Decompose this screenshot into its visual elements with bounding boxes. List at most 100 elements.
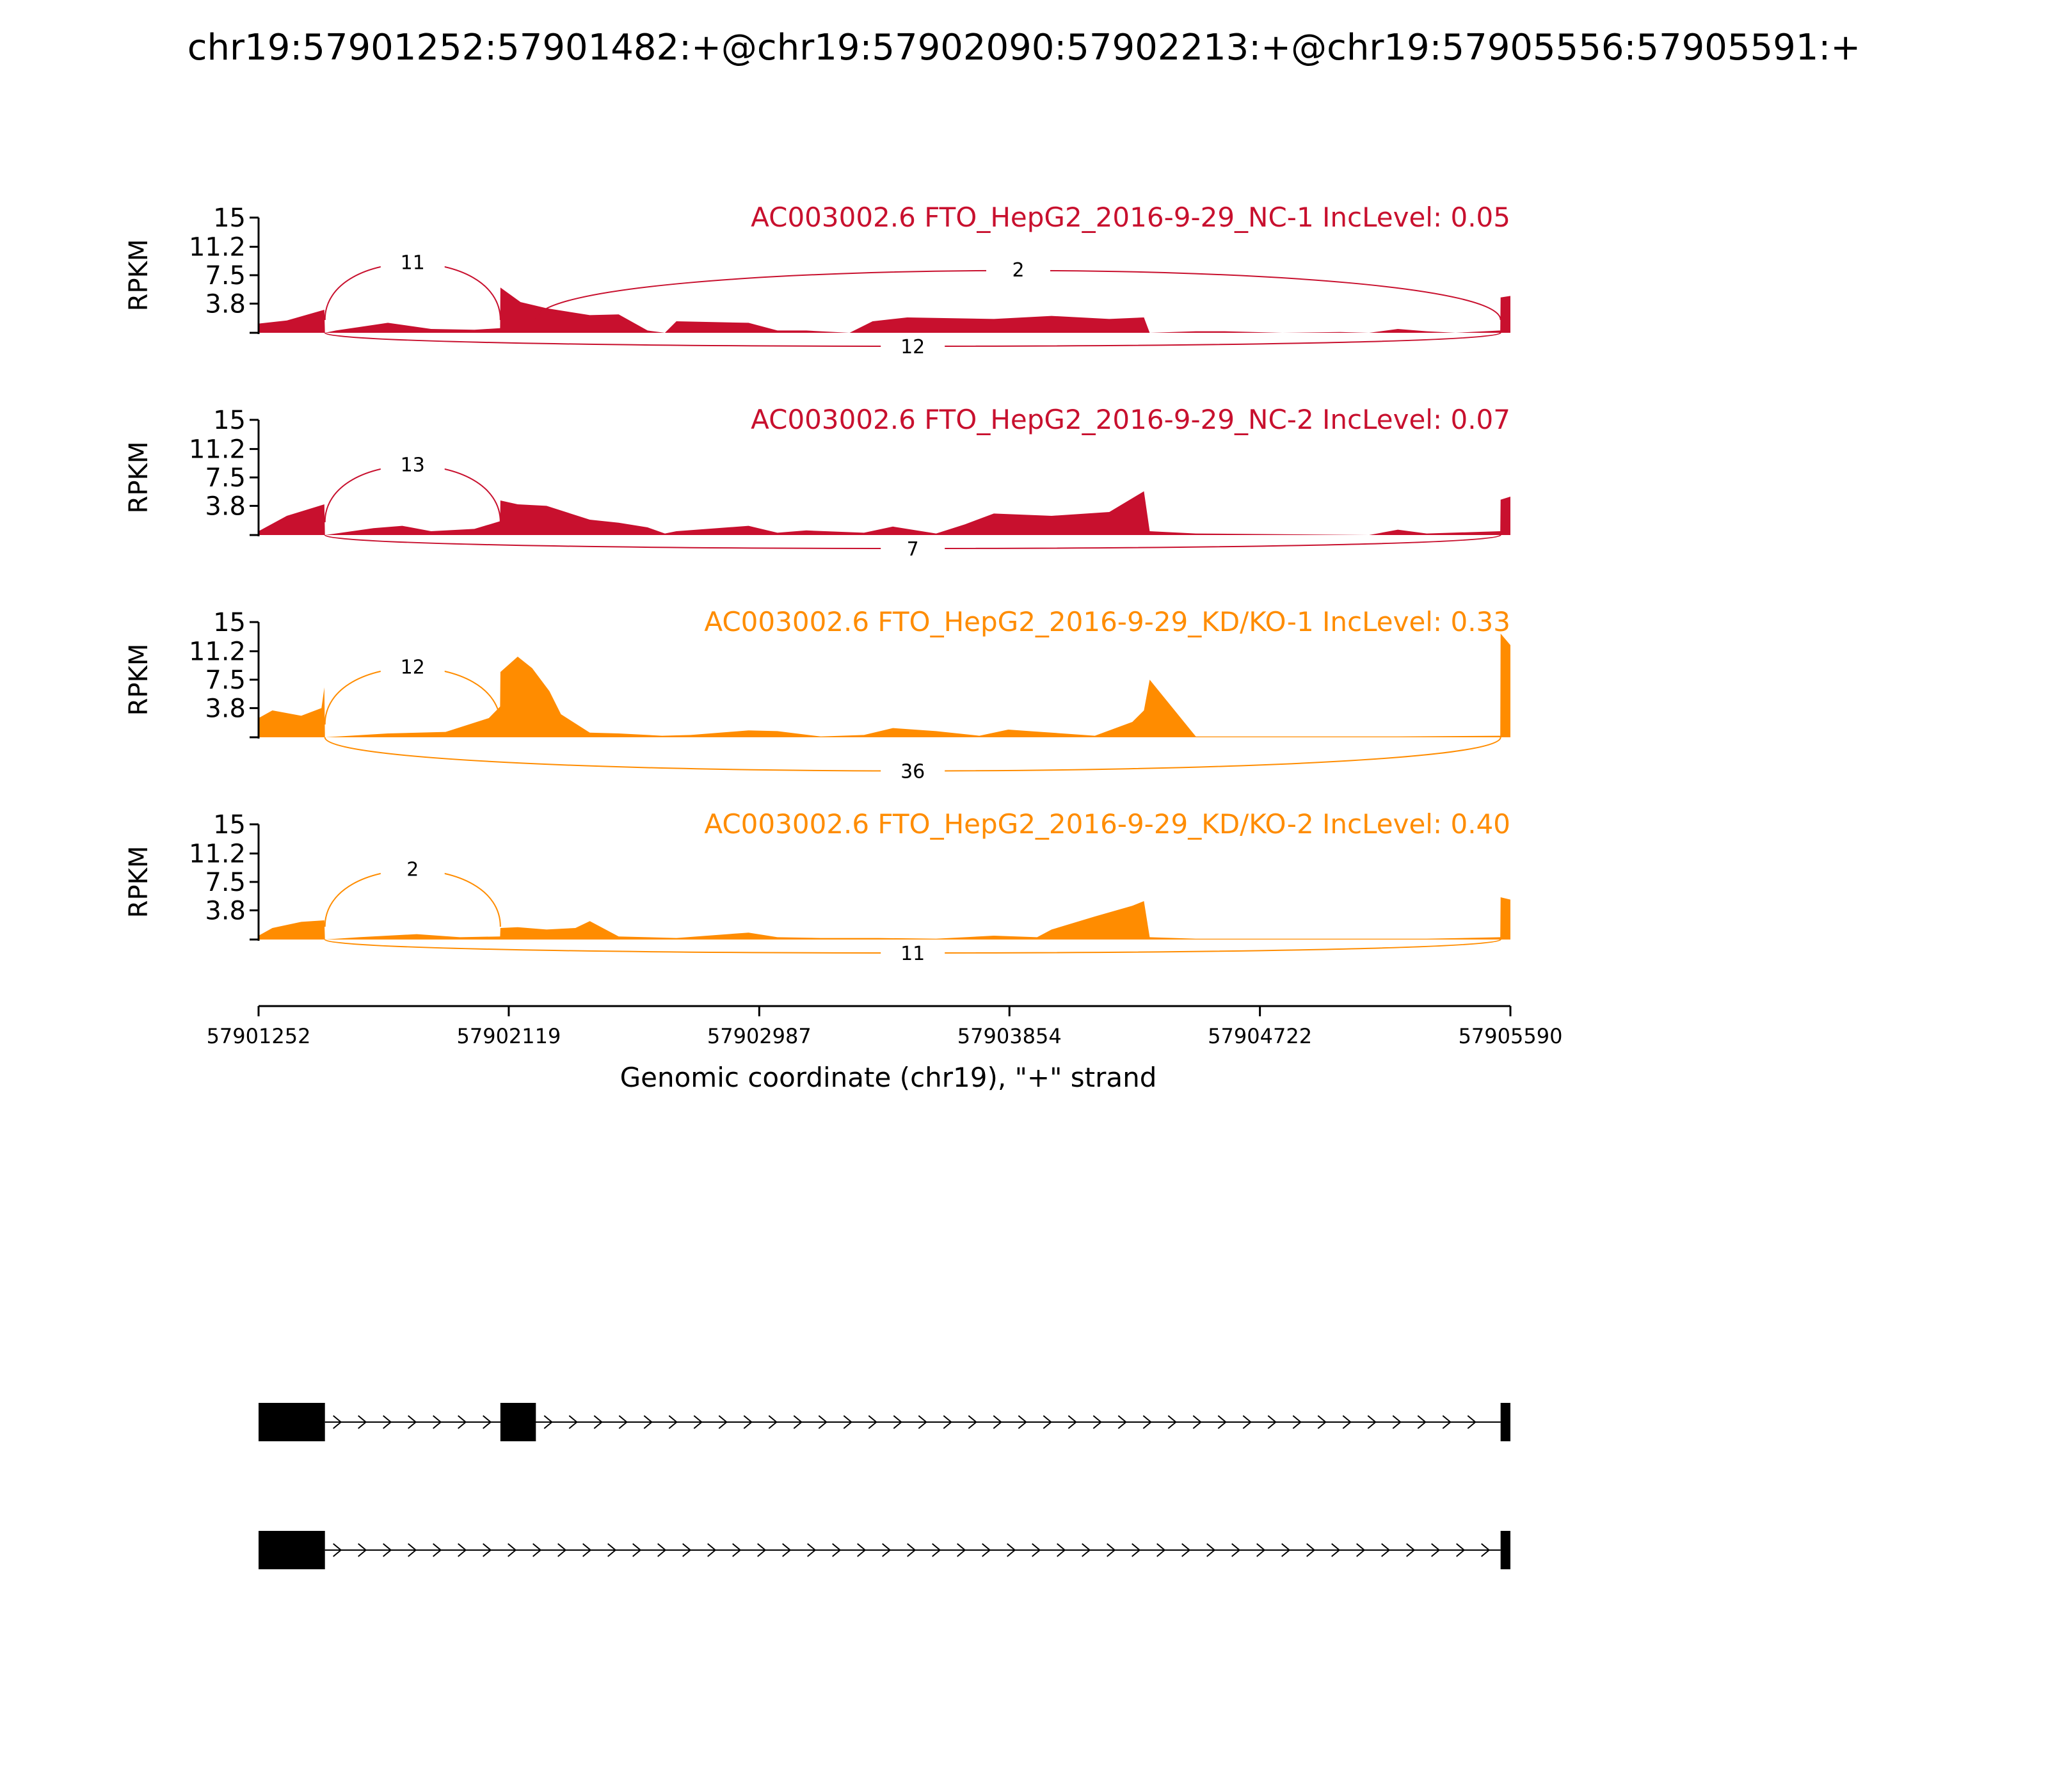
y-tick-label: 7.5: [205, 463, 246, 493]
y-tick-label: 7.5: [205, 868, 246, 897]
strand-chevron: [832, 1543, 842, 1557]
strand-chevron: [1043, 1415, 1052, 1429]
strand-chevron: [643, 1415, 653, 1429]
y-axis-label: RPKM: [124, 846, 154, 918]
strand-chevron: [1292, 1415, 1302, 1429]
junction-label-bg: [881, 536, 945, 561]
strand-chevron: [882, 1543, 892, 1557]
y-tick-label: 11.2: [189, 233, 246, 262]
strand-chevron: [1231, 1543, 1241, 1557]
strand-chevron: [893, 1415, 902, 1429]
strand-chevron: [818, 1415, 828, 1429]
strand-chevron: [1057, 1543, 1066, 1557]
strand-chevron: [1281, 1543, 1291, 1557]
strand-chevron: [458, 1543, 467, 1557]
strand-chevron: [483, 1415, 492, 1429]
strand-chevron: [1406, 1543, 1416, 1557]
strand-chevron: [807, 1543, 817, 1557]
strand-chevron: [1107, 1543, 1116, 1557]
strand-chevron: [968, 1415, 977, 1429]
exon-block-1-1: [500, 1403, 536, 1441]
junction-label-bg: [380, 856, 445, 882]
strand-chevron: [1267, 1415, 1277, 1429]
y-tick-label: 3.8: [205, 492, 246, 521]
strand-chevron: [943, 1415, 952, 1429]
strand-chevron: [868, 1415, 877, 1429]
y-axis-label: RPKM: [124, 442, 154, 514]
strand-chevron: [1217, 1415, 1227, 1429]
strand-chevron: [907, 1543, 916, 1557]
exon-block-1-2: [1500, 1403, 1510, 1441]
strand-chevron: [1431, 1543, 1441, 1557]
junction-count-label-2-1: 7: [907, 538, 919, 561]
exon-block-2-1: [1500, 1531, 1510, 1569]
strand-chevron: [932, 1543, 941, 1557]
y-tick-label: 3.8: [205, 289, 246, 319]
strand-chevron: [568, 1415, 578, 1429]
junction-count-label-1-1: 2: [1012, 259, 1024, 282]
junction-count-label-4-1: 11: [900, 943, 925, 965]
strand-chevron: [557, 1543, 567, 1557]
strand-chevron: [1082, 1543, 1091, 1557]
strand-chevron: [543, 1415, 553, 1429]
strand-chevron: [1156, 1543, 1166, 1557]
strand-chevron: [1092, 1415, 1102, 1429]
strand-chevron: [1381, 1543, 1391, 1557]
junction-label-bg: [881, 333, 945, 359]
strand-chevron: [707, 1543, 717, 1557]
strand-chevron: [1032, 1543, 1041, 1557]
y-tick-label: 11.2: [189, 840, 246, 869]
strand-chevron: [1392, 1415, 1402, 1429]
strand-chevron: [358, 1415, 367, 1429]
strand-chevron: [532, 1543, 542, 1557]
y-tick-label: 15: [213, 204, 246, 233]
y-tick-label: 11.2: [189, 435, 246, 465]
x-tick-label: 57905590: [1459, 1024, 1563, 1048]
strand-chevron: [957, 1543, 966, 1557]
strand-chevron: [1192, 1415, 1202, 1429]
strand-chevron: [793, 1415, 803, 1429]
y-tick-label: 3.8: [205, 896, 246, 925]
y-tick-label: 3.8: [205, 694, 246, 723]
strand-chevron: [1018, 1415, 1027, 1429]
y-tick-label: 15: [213, 406, 246, 435]
junction-count-label-2-0: 13: [401, 454, 425, 477]
strand-chevron: [483, 1543, 492, 1557]
exon-block-1-0: [259, 1403, 325, 1441]
exon-block-2-0: [259, 1531, 325, 1569]
y-tick-label: 15: [213, 608, 246, 637]
y-tick-label: 7.5: [205, 261, 246, 291]
junction-label-bg: [986, 256, 1050, 282]
strand-chevron: [1206, 1543, 1216, 1557]
coverage-area-4: [259, 897, 1510, 940]
panel-title-1: AC003002.6 FTO_HepG2_2016-9-29_NC-1 IncL…: [751, 202, 1510, 233]
strand-chevron: [408, 1415, 417, 1429]
y-axis-label: RPKM: [124, 239, 154, 312]
strand-chevron: [593, 1415, 603, 1429]
x-tick-label: 57902987: [707, 1024, 812, 1048]
strand-chevron: [1467, 1415, 1476, 1429]
strand-chevron: [782, 1543, 792, 1557]
coverage-area-1: [259, 287, 1510, 333]
strand-chevron: [857, 1543, 867, 1557]
coverage-area-2: [259, 491, 1510, 535]
strand-chevron: [668, 1415, 678, 1429]
strand-chevron: [358, 1543, 367, 1557]
strand-chevron: [718, 1415, 728, 1429]
x-tick-label: 57902119: [456, 1024, 561, 1048]
x-axis-label: Genomic coordinate (chr19), "+" strand: [620, 1062, 1157, 1093]
strand-chevron: [433, 1415, 442, 1429]
strand-chevron: [508, 1543, 517, 1557]
strand-chevron: [582, 1543, 592, 1557]
x-tick-label: 57901252: [207, 1024, 311, 1048]
junction-label-bg: [881, 758, 945, 784]
strand-chevron: [383, 1415, 392, 1429]
strand-chevron: [1242, 1415, 1252, 1429]
y-tick-label: 11.2: [189, 637, 246, 667]
y-axis-label: RPKM: [124, 644, 154, 716]
strand-chevron: [383, 1543, 392, 1557]
strand-chevron: [982, 1543, 991, 1557]
y-tick-label: 15: [213, 810, 246, 840]
strand-chevron: [918, 1415, 927, 1429]
